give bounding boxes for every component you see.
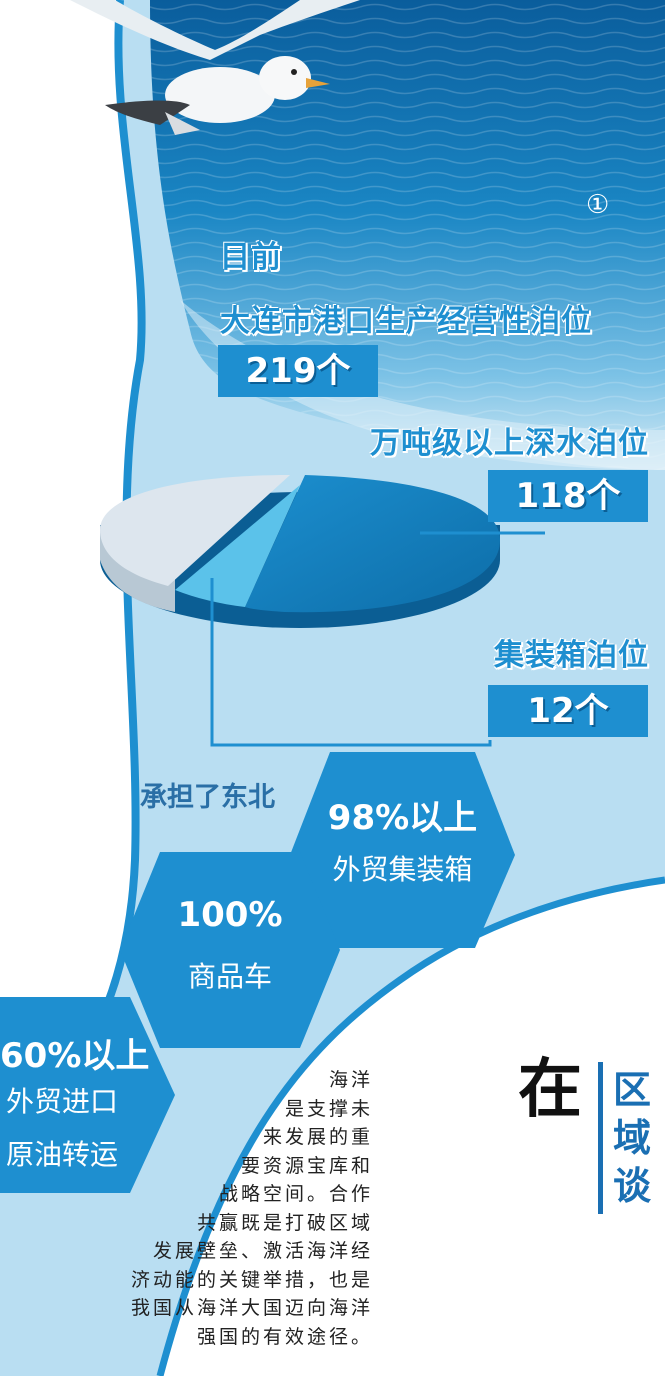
hex1-percent: 98%以上 [327,798,478,838]
paragraph-line: 共赢既是打破区域 [196,1211,373,1234]
paragraph-line: 要资源宝库和 [240,1154,373,1177]
pie-slice-deepwater [245,475,500,613]
white-curve [0,0,142,1150]
intro-paragraph: 海洋 是支撑未 来发展的重 要资源宝库和 战略空间。合作 共赢既是打破区域 发展… [131,1066,373,1351]
hexagon-2 [120,852,340,1048]
paragraph-line: 战略空间。合作 [218,1183,373,1205]
intro-line-2: 大连市港口生产经营性泊位 [220,304,592,339]
intro-line-1: 目前 [220,240,282,275]
column-title-char: 域 [612,1115,651,1160]
hex3-label-1: 外贸进口 [6,1085,119,1118]
hexagon-1 [290,752,515,948]
paragraph-line: 海洋 [328,1069,373,1091]
white-bottom-region [160,880,665,1376]
figure-number: ① [586,190,610,220]
hex2-label: 商品车 [187,960,272,993]
pie-slice-container [175,485,300,607]
column-title: 区 域 谈 [598,1062,661,1214]
hex3-label-2: 原油转运 [6,1138,119,1171]
paragraph-line: 我国从海洋大国迈向海洋 [130,1297,373,1319]
undertake-label: 承担了东北 [140,782,275,813]
pie-chart [100,475,500,628]
big-title: 在 [518,1053,582,1127]
hex3-percent: 60%以上 [0,1036,150,1076]
paragraph-line: 发展壁垒、激活海洋经 [152,1240,373,1262]
paragraph-line: 强国的有效途径。 [196,1325,373,1348]
deepwater-label: 万吨级以上深水泊位 [370,426,649,461]
deepwater-badge: 118个 [488,470,648,522]
berth-total-badge: 219个 [218,345,378,397]
leader-line-container [210,578,492,747]
container-badge: 12个 [488,685,648,737]
pie-slice-other [100,475,290,586]
hexagon-3 [0,997,175,1193]
paragraph-line: 是支撑未 [284,1097,373,1120]
seagull-image [70,0,360,135]
column-title-char: 区 [612,1067,651,1112]
hex2-percent: 100% [177,895,283,935]
paragraph-line: 来发展的重 [262,1126,373,1148]
paragraph-line: 济动能的关键举措，也是 [130,1268,373,1291]
column-title-char: 谈 [612,1163,651,1208]
hex1-label: 外贸集装箱 [332,853,473,886]
container-label: 集装箱泊位 [494,638,649,673]
